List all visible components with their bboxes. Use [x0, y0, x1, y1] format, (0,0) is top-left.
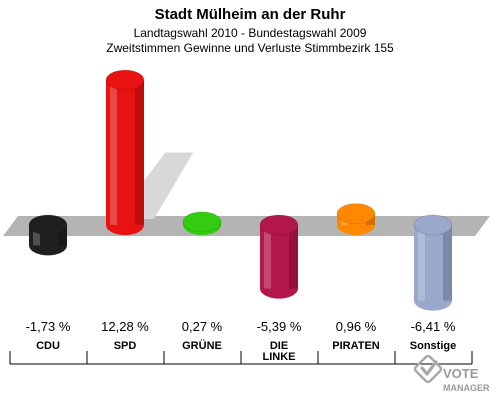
- bar-body-sonstige: [414, 225, 452, 301]
- chart-title: Stadt Mülheim an der Ruhr: [155, 6, 346, 23]
- checkmark-icon: [413, 354, 443, 384]
- vote-manager-logo: VOTE MANAGER: [413, 354, 490, 393]
- bar-sonstige: [413, 214, 453, 311]
- bar-top-die-linke: [259, 214, 299, 236]
- value-label-cdu: -1,73 %: [26, 319, 71, 334]
- value-label-piraten: 0,96 %: [336, 319, 377, 334]
- bar-highlight-sonstige: [418, 225, 425, 301]
- category-label-die-linke-1: DIE: [270, 340, 288, 352]
- bar-top-gr-ne: [182, 211, 222, 233]
- category-label-gr-ne: GRÜNE: [182, 339, 222, 352]
- category-label-spd: SPD: [114, 340, 137, 352]
- bar-cdu: [28, 214, 68, 256]
- category-label-die-linke-2: LINKE: [263, 351, 296, 363]
- bar-top-piraten: [336, 203, 376, 225]
- bar-shade-sonstige: [443, 225, 452, 301]
- logo-text-vote: VOTE: [443, 366, 479, 381]
- value-label-sonstige: -6,41 %: [411, 319, 456, 334]
- bars: [28, 69, 453, 311]
- bar-bottom-spd: [106, 215, 144, 235]
- category-label-sonstige: Sonstige: [410, 340, 456, 352]
- value-label-die-linke: -5,39 %: [257, 319, 302, 334]
- bar-piraten: [336, 203, 376, 235]
- bar-shade-die-linke: [289, 225, 298, 289]
- bar-top-sonstige: [413, 214, 453, 236]
- category-label-piraten: PIRATEN: [332, 340, 380, 352]
- bar-highlight-die-linke: [264, 225, 271, 289]
- bar-gr-ne: [182, 211, 222, 235]
- bar-shade-spd: [135, 80, 144, 225]
- bar-spd: [105, 69, 145, 235]
- bar-body-die-linke: [260, 225, 298, 289]
- bar-bottom-die-linke: [260, 278, 298, 299]
- bar-shade-cdu: [58, 225, 67, 246]
- chart-subtitle-2: Zweitstimmen Gewinne und Verluste Stimmb…: [106, 41, 394, 55]
- bar-highlight-spd: [110, 80, 117, 225]
- bar-top-spd: [105, 69, 145, 91]
- bar-die-linke: [259, 214, 299, 299]
- value-labels: -1,73 % 12,28 % 0,27 % -5,39 % 0,96 % -6,41 %: [26, 319, 456, 334]
- bar-bottom-sonstige: [414, 290, 452, 311]
- bar-highlight-cdu: [33, 225, 40, 246]
- bar-body-spd: [106, 80, 144, 225]
- value-label-gr-ne: 0,27 %: [182, 319, 223, 334]
- logo-text-manager: MANAGER: [443, 383, 490, 393]
- category-label-cdu: CDU: [36, 340, 60, 352]
- value-label-spd: 12,28 %: [101, 319, 149, 334]
- chart-subtitle-1: Landtagswahl 2010 - Bundestagswahl 2009: [134, 26, 367, 40]
- bar-bottom-cdu: [29, 235, 67, 256]
- bar-top-cdu: [28, 214, 68, 236]
